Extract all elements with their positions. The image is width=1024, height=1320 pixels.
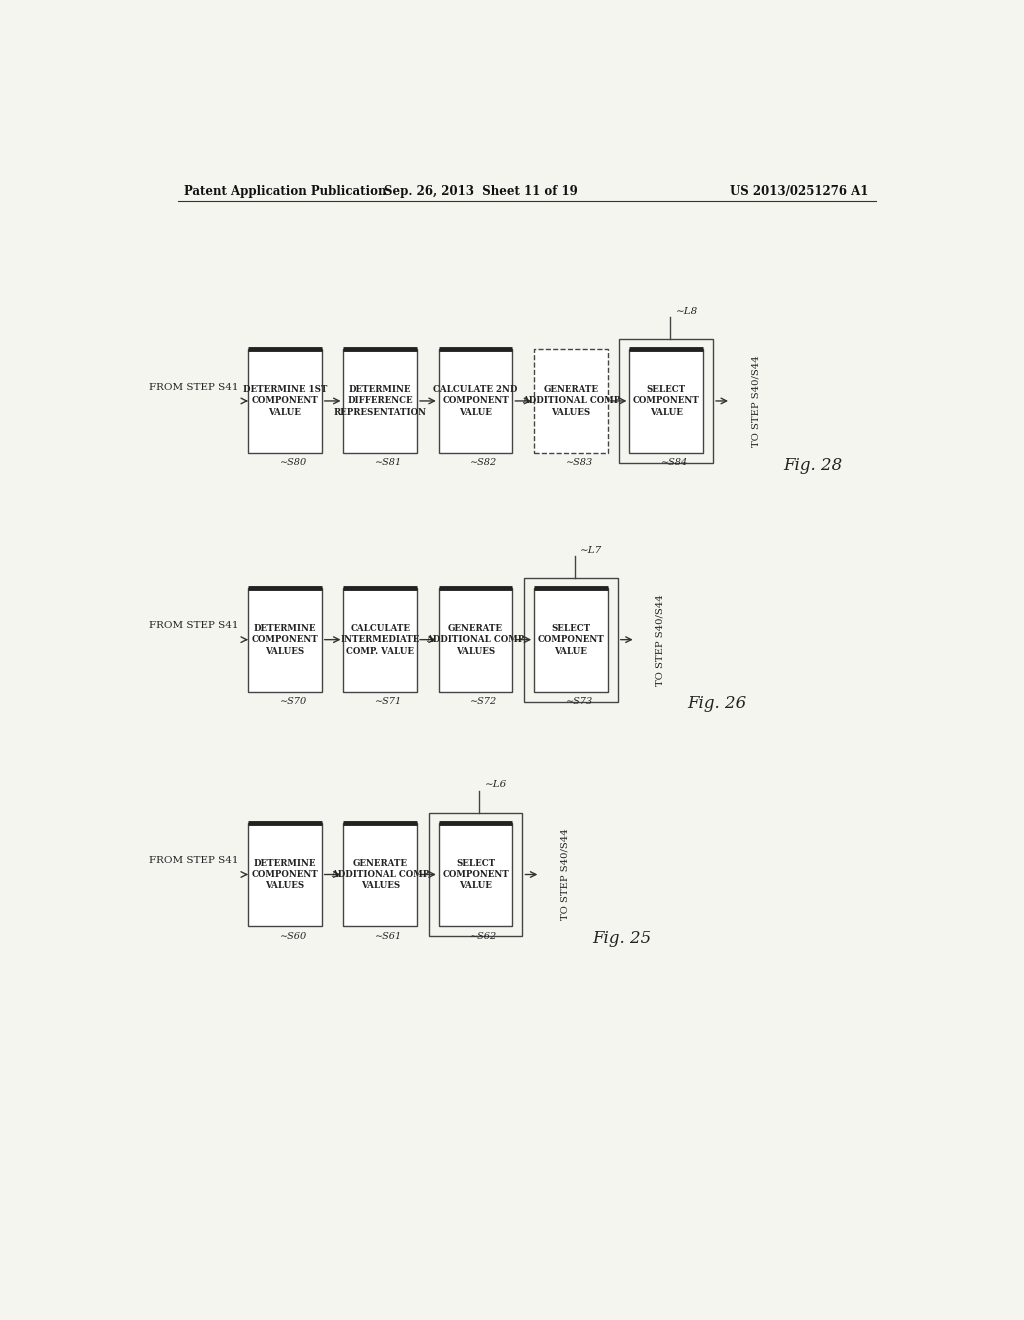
Bar (438, 348, 512, 453)
Text: ∼S60: ∼S60 (280, 932, 307, 941)
Bar (248, 348, 322, 453)
Text: ∼S83: ∼S83 (565, 458, 593, 467)
Text: ∼S82: ∼S82 (470, 458, 498, 467)
Text: SELECT
COMPONENT
VALUE: SELECT COMPONENT VALUE (633, 385, 699, 417)
Text: Fig. 25: Fig. 25 (592, 931, 651, 948)
Text: ∼S81: ∼S81 (375, 458, 402, 467)
Text: ∼S84: ∼S84 (660, 458, 688, 467)
Text: SELECT
COMPONENT
VALUE: SELECT COMPONENT VALUE (538, 624, 604, 656)
Text: ∼L6: ∼L6 (485, 780, 507, 789)
Text: DETERMINE 1ST
COMPONENT
VALUE: DETERMINE 1ST COMPONENT VALUE (243, 385, 327, 417)
Text: TO STEP S40/S44: TO STEP S40/S44 (752, 355, 760, 447)
Bar (429, 813, 522, 936)
Bar (438, 587, 512, 692)
Text: FROM STEP S41: FROM STEP S41 (150, 622, 239, 630)
Bar (248, 587, 322, 692)
Text: Fig. 26: Fig. 26 (687, 696, 746, 713)
Text: ∼S70: ∼S70 (280, 697, 307, 706)
Text: DETERMINE
COMPONENT
VALUES: DETERMINE COMPONENT VALUES (252, 624, 318, 656)
Text: FROM STEP S41: FROM STEP S41 (150, 857, 239, 865)
Bar (343, 822, 417, 927)
Bar (343, 587, 417, 692)
Text: ∼L8: ∼L8 (676, 306, 697, 315)
Text: Fig. 28: Fig. 28 (783, 457, 842, 474)
Text: CALCULATE 2ND
COMPONENT
VALUE: CALCULATE 2ND COMPONENT VALUE (433, 385, 518, 417)
Text: GENERATE
ADDITIONAL COMP
VALUES: GENERATE ADDITIONAL COMP VALUES (522, 385, 621, 417)
Text: ∼S73: ∼S73 (565, 697, 593, 706)
Text: FROM STEP S41: FROM STEP S41 (150, 383, 239, 392)
Text: DETERMINE
DIFFERENCE
REPRESENTATION: DETERMINE DIFFERENCE REPRESENTATION (334, 385, 427, 417)
Bar (630, 348, 703, 453)
Bar (438, 822, 512, 927)
Text: CALCULATE
INTERMEDIATE
COMP. VALUE: CALCULATE INTERMEDIATE COMP. VALUE (341, 624, 420, 656)
Text: ∼S80: ∼S80 (280, 458, 307, 467)
Text: US 2013/0251276 A1: US 2013/0251276 A1 (730, 185, 868, 198)
Bar (620, 339, 713, 463)
Bar (248, 822, 322, 927)
Bar (535, 348, 607, 453)
Bar (535, 587, 607, 692)
Text: SELECT
COMPONENT
VALUE: SELECT COMPONENT VALUE (442, 858, 509, 891)
Text: ∼S62: ∼S62 (470, 932, 498, 941)
Text: TO STEP S40/S44: TO STEP S40/S44 (560, 829, 569, 920)
Text: ∼S61: ∼S61 (375, 932, 402, 941)
Text: ∼S72: ∼S72 (470, 697, 498, 706)
Text: GENERATE
ADDITIONAL COMP
VALUES: GENERATE ADDITIONAL COMP VALUES (331, 858, 429, 891)
Text: Sep. 26, 2013  Sheet 11 of 19: Sep. 26, 2013 Sheet 11 of 19 (384, 185, 578, 198)
Text: TO STEP S40/S44: TO STEP S40/S44 (656, 594, 665, 685)
Text: ∼S71: ∼S71 (375, 697, 402, 706)
Text: GENERATE
ADDITIONAL COMP
VALUES: GENERATE ADDITIONAL COMP VALUES (426, 624, 524, 656)
Text: Patent Application Publication: Patent Application Publication (183, 185, 386, 198)
Text: DETERMINE
COMPONENT
VALUES: DETERMINE COMPONENT VALUES (252, 858, 318, 891)
Text: ∼L7: ∼L7 (581, 545, 602, 554)
Bar (343, 348, 417, 453)
Bar (524, 578, 617, 702)
